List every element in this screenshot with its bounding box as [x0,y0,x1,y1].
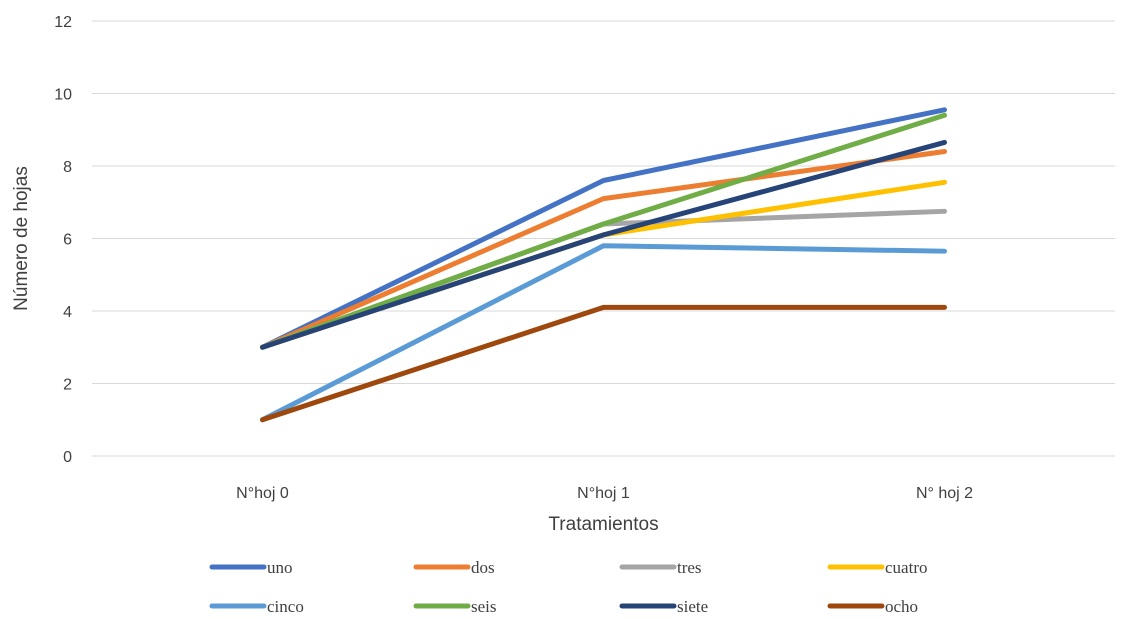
y-tick-label: 6 [63,232,72,249]
gridlines [92,20,1115,457]
x-tick-label: N°hoj 1 [577,485,630,502]
x-tick-label: N° hoj 2 [916,485,973,502]
y-tick-label: 0 [63,449,72,466]
legend-label-uno: uno [267,558,293,577]
series-line-siete [260,139,947,350]
y-tick-label: 8 [63,159,72,176]
series-lines [260,107,947,423]
legend-label-siete: siete [677,597,708,616]
series-line-tres [260,208,947,350]
y-axis-title: Número de hojas [11,166,32,311]
legend-label-dos: dos [471,558,495,577]
legend-label-seis: seis [471,597,497,616]
legend-label-cuatro: cuatro [885,558,927,577]
series-line-cinco [260,243,947,423]
series-line-uno [260,107,947,350]
x-axis-title: Tratamientos [548,514,658,535]
y-tick-label: 12 [54,14,72,31]
legend-label-tres: tres [677,558,702,577]
series-line-dos [260,149,947,350]
legend-label-ocho: ocho [885,597,918,616]
legend: uno dos tres cuatro cinco seis siete ocho [209,558,927,616]
x-axis-ticks: N°hoj 0 N°hoj 1 N° hoj 2 [236,485,973,502]
y-tick-label: 4 [63,304,72,321]
y-tick-label: 2 [63,377,72,394]
y-tick-label: 10 [54,87,72,104]
series-line-cuatro [260,179,947,350]
x-tick-label: N°hoj 0 [236,485,289,502]
series-line-ocho [260,304,947,423]
y-axis-ticks: 0 2 4 6 8 10 12 [54,14,72,466]
legend-label-cinco: cinco [267,597,304,616]
series-line-seis [260,112,947,350]
